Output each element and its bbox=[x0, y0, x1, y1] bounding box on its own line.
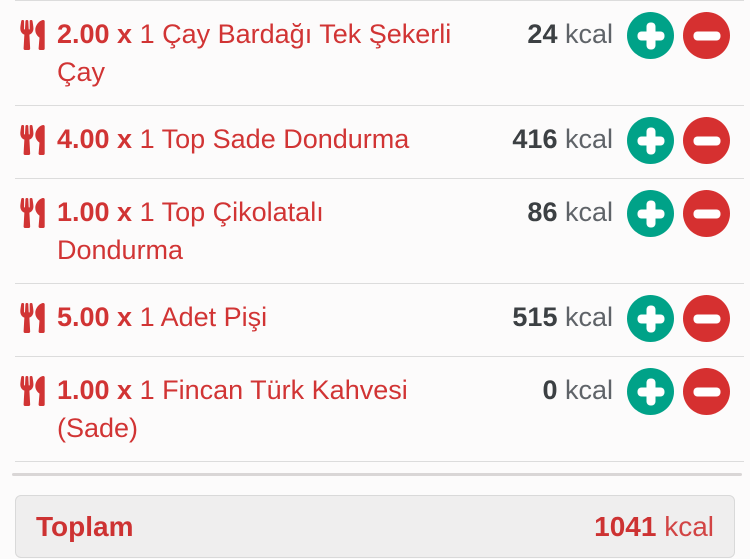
increase-button[interactable] bbox=[627, 117, 674, 164]
decrease-button[interactable] bbox=[683, 295, 730, 342]
increase-button[interactable] bbox=[627, 295, 674, 342]
food-quantity: 2.00 x bbox=[57, 19, 133, 49]
food-item-label: 2.00 x 1 Çay Bardağı Tek Şekerli Çay bbox=[57, 15, 452, 91]
calorie-unit: kcal bbox=[564, 19, 613, 49]
utensils-icon bbox=[20, 198, 47, 228]
utensils-icon bbox=[20, 376, 47, 406]
calorie-value: 24 bbox=[527, 19, 558, 49]
utensils-icon bbox=[20, 303, 47, 333]
calorie-value: 0 bbox=[542, 375, 558, 405]
food-quantity: 1.00 x bbox=[57, 197, 133, 227]
decrease-button[interactable] bbox=[683, 12, 730, 59]
calorie-unit: kcal bbox=[564, 375, 613, 405]
decrease-button[interactable] bbox=[683, 368, 730, 415]
food-name: 1 Çay Bardağı Tek Şekerli Çay bbox=[57, 19, 452, 87]
calorie-text: 416 kcal bbox=[452, 120, 613, 158]
food-name: 1 Top Çikolatalı Dondurma bbox=[57, 197, 324, 265]
calorie-value: 86 bbox=[527, 197, 558, 227]
calorie-value: 416 bbox=[512, 124, 558, 154]
total-calorie-unit: kcal bbox=[664, 510, 714, 542]
total-calorie-text: 1041 kcal bbox=[594, 511, 714, 543]
calorie-value: 515 bbox=[512, 302, 558, 332]
food-quantity: 5.00 x bbox=[57, 302, 133, 332]
row-actions bbox=[627, 12, 730, 59]
total-row: Toplam 1041 kcal bbox=[15, 495, 735, 558]
section-divider bbox=[12, 473, 742, 476]
food-item-label: 1.00 x 1 Top Çikolatalı Dondurma bbox=[57, 193, 452, 269]
food-row: 5.00 x 1 Adet Pişi 515 kcal bbox=[0, 284, 750, 356]
food-row: 4.00 x 1 Top Sade Dondurma 416 kcal bbox=[0, 106, 750, 178]
calorie-text: 515 kcal bbox=[452, 298, 613, 336]
divider bbox=[15, 461, 744, 462]
divider bbox=[15, 105, 744, 106]
utensils-icon bbox=[20, 125, 47, 155]
calorie-unit: kcal bbox=[564, 302, 613, 332]
food-quantity: 4.00 x bbox=[57, 124, 133, 154]
utensils-icon bbox=[20, 20, 47, 50]
food-row: 1.00 x 1 Fincan Türk Kahvesi (Sade) 0 kc… bbox=[0, 357, 750, 461]
divider bbox=[15, 356, 744, 357]
row-actions bbox=[627, 368, 730, 415]
calorie-text: 86 kcal bbox=[452, 193, 613, 231]
increase-button[interactable] bbox=[627, 368, 674, 415]
decrease-button[interactable] bbox=[683, 190, 730, 237]
divider bbox=[15, 0, 744, 1]
food-name: 1 Fincan Türk Kahvesi (Sade) bbox=[57, 375, 408, 443]
row-actions bbox=[627, 190, 730, 237]
increase-button[interactable] bbox=[627, 12, 674, 59]
food-name: 1 Adet Pişi bbox=[139, 302, 268, 332]
row-actions bbox=[627, 295, 730, 342]
divider bbox=[15, 178, 744, 179]
increase-button[interactable] bbox=[627, 190, 674, 237]
food-name: 1 Top Sade Dondurma bbox=[139, 124, 410, 154]
food-item-label: 1.00 x 1 Fincan Türk Kahvesi (Sade) bbox=[57, 371, 452, 447]
food-row: 1.00 x 1 Top Çikolatalı Dondurma 86 kcal bbox=[0, 179, 750, 283]
calorie-unit: kcal bbox=[564, 124, 613, 154]
food-quantity: 1.00 x bbox=[57, 375, 133, 405]
calorie-text: 24 kcal bbox=[452, 15, 613, 53]
food-item-label: 4.00 x 1 Top Sade Dondurma bbox=[57, 120, 452, 158]
row-actions bbox=[627, 117, 730, 164]
total-calorie-value: 1041 bbox=[594, 510, 657, 542]
food-item-label: 5.00 x 1 Adet Pişi bbox=[57, 298, 452, 336]
decrease-button[interactable] bbox=[683, 117, 730, 164]
divider bbox=[15, 283, 744, 284]
total-label: Toplam bbox=[36, 510, 134, 542]
food-row: 2.00 x 1 Çay Bardağı Tek Şekerli Çay 24 … bbox=[0, 1, 750, 105]
calorie-unit: kcal bbox=[564, 197, 613, 227]
calorie-text: 0 kcal bbox=[452, 371, 613, 409]
